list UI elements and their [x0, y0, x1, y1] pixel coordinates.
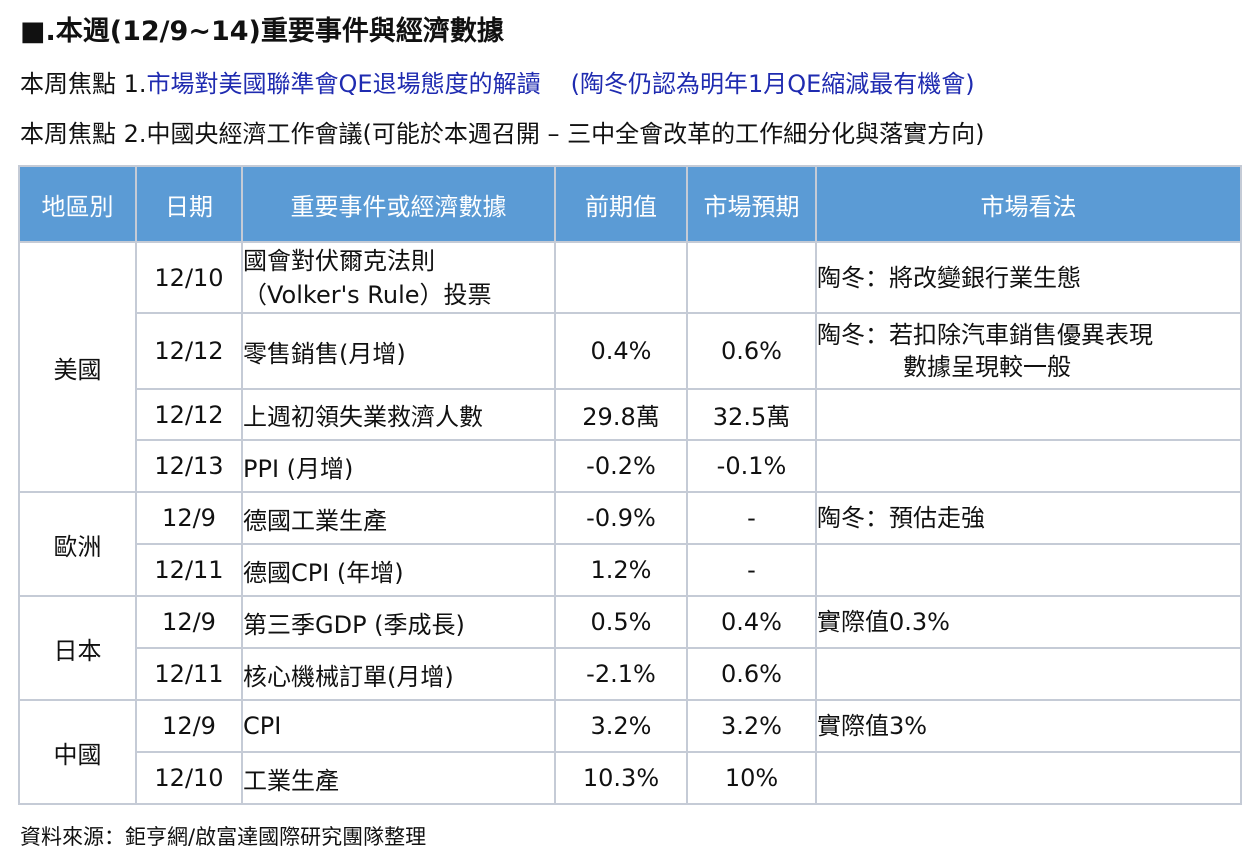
table-row: 12/11 德國CPI (年增) 1.2% -: [19, 543, 1242, 597]
date-cell: 12/12: [135, 312, 243, 390]
expected-value-cell: 3.2%: [686, 699, 817, 753]
event-cell: 德國工業生產: [241, 491, 556, 545]
event-cell: 第三季GDP (季成長): [241, 595, 556, 649]
previous-value-cell: 3.2%: [554, 699, 688, 753]
table-row: 12/12 零售銷售(月增) 0.4% 0.6% 陶冬：若扣除汽車銷售優異表現 …: [19, 312, 1242, 390]
table-row: 12/11 核心機械訂單(月增) -2.1% 0.6%: [19, 647, 1242, 701]
focus-point-2: 本周焦點 2.中國央經濟工作會議(可能於本週召開 – 三中全會改革的工作細分化與…: [20, 120, 985, 148]
previous-value-cell: 0.5%: [554, 595, 688, 649]
previous-value-cell: -2.1%: [554, 647, 688, 701]
market-view-cell: [815, 543, 1242, 597]
focus-1-main: 市場對美國聯準會QE退場態度的解讀: [146, 70, 541, 98]
expected-value-cell: 32.5萬: [686, 388, 817, 441]
previous-value-cell: 0.4%: [554, 312, 688, 390]
column-header-expected: 市場預期: [686, 165, 817, 243]
market-view-cell: [815, 439, 1242, 493]
date-cell: 12/12: [135, 388, 243, 441]
previous-value-cell: 10.3%: [554, 751, 688, 805]
market-view-line-1: 陶冬：若扣除汽車銷售優異表現: [817, 321, 1153, 349]
expected-value-cell: 0.6%: [686, 647, 817, 701]
event-cell: CPI: [241, 699, 556, 753]
page-title: ■.本週(12/9~14)重要事件與經濟數據: [20, 16, 504, 47]
previous-value-cell: 1.2%: [554, 543, 688, 597]
market-view-cell: 實際值0.3%: [815, 595, 1242, 649]
market-view-cell: [815, 388, 1242, 441]
region-cell-us: 美國: [18, 241, 137, 493]
expected-value-cell: -0.1%: [686, 439, 817, 493]
event-cell: 核心機械訂單(月增): [241, 647, 556, 701]
event-cell: 德國CPI (年增): [241, 543, 556, 597]
column-header-region: 地區別: [18, 165, 137, 243]
event-line-2: （Volker's Rule）投票: [243, 280, 492, 309]
region-cell-europe: 歐洲: [18, 491, 137, 597]
table-row: 歐洲 12/9 德國工業生產 -0.9% - 陶冬：預估走強: [18, 491, 1242, 597]
column-header-previous: 前期值: [554, 165, 688, 243]
date-cell: 12/11: [135, 647, 243, 701]
region-cell-japan: 日本: [18, 595, 137, 701]
event-cell: 工業生產: [241, 751, 556, 805]
event-cell: PPI (月增): [241, 439, 556, 493]
expected-value-cell: 0.4%: [686, 595, 817, 649]
market-view-cell: [815, 647, 1242, 701]
date-cell: 12/9: [135, 699, 243, 753]
event-cell: 零售銷售(月增): [241, 312, 556, 390]
expected-value-cell: [686, 241, 817, 314]
events-table: 地區別 日期 重要事件或經濟數據 前期值 市場預期 市場看法 美國 12/10 …: [18, 165, 1242, 805]
date-cell: 12/13: [135, 439, 243, 493]
table-row: 中國 12/9 CPI 3.2% 3.2% 實際值3%: [18, 699, 1242, 805]
table-row: 12/12 上週初領失業救濟人數 29.8萬 32.5萬: [19, 388, 1242, 441]
focus-1-prefix: 本周焦點 1.: [20, 70, 147, 98]
previous-value-cell: -0.2%: [554, 439, 688, 493]
table-row: 12/10 工業生產 10.3% 10%: [19, 751, 1242, 805]
source-note: 資料來源：鉅亨網/啟富達國際研究團隊整理: [20, 825, 427, 849]
market-view-cell: [815, 751, 1242, 805]
event-cell: 上週初領失業救濟人數: [241, 388, 556, 441]
previous-value-cell: 29.8萬: [554, 388, 688, 441]
date-cell: 12/9: [135, 491, 243, 545]
table-row: 美國 12/10 國會對伏爾克法則 （Volker's Rule）投票 陶冬：將…: [18, 241, 1242, 493]
market-view-cell: 陶冬：若扣除汽車銷售優異表現 數據呈現較一般: [815, 312, 1242, 390]
expected-value-cell: -: [686, 491, 817, 545]
focus-point-1: 本周焦點 1.市場對美國聯準會QE退場態度的解讀 (陶冬仍認為明年1月QE縮減最有…: [20, 64, 975, 104]
date-cell: 12/10: [135, 241, 243, 314]
table-row: 12/13 PPI (月增) -0.2% -0.1%: [19, 439, 1242, 493]
previous-value-cell: [554, 241, 688, 314]
expected-value-cell: -: [686, 543, 817, 597]
market-view-cell: 實際值3%: [815, 699, 1242, 753]
table-header-row: 地區別 日期 重要事件或經濟數據 前期值 市場預期 市場看法: [18, 165, 1242, 243]
previous-value-cell: -0.9%: [554, 491, 688, 545]
column-header-date: 日期: [135, 165, 243, 243]
region-cell-china: 中國: [18, 699, 137, 805]
date-cell: 12/11: [135, 543, 243, 597]
date-cell: 12/9: [135, 595, 243, 649]
market-view-cell: 陶冬：將改變銀行業生態: [815, 241, 1242, 314]
date-cell: 12/10: [135, 751, 243, 805]
column-header-event: 重要事件或經濟數據: [241, 165, 556, 243]
table-row: 日本 12/9 第三季GDP (季成長) 0.5% 0.4% 實際值0.3%: [18, 595, 1242, 701]
expected-value-cell: 0.6%: [686, 312, 817, 390]
focus-1-note: (陶冬仍認為明年1月QE縮減最有機會): [570, 70, 975, 98]
column-header-view: 市場看法: [815, 165, 1242, 243]
market-view-line-2: 數據呈現較一般: [903, 353, 1071, 381]
market-view-cell: 陶冬：預估走強: [815, 491, 1242, 545]
expected-value-cell: 10%: [686, 751, 817, 805]
event-cell: 國會對伏爾克法則 （Volker's Rule）投票: [241, 241, 556, 314]
event-line-1: 國會對伏爾克法則: [243, 246, 435, 275]
